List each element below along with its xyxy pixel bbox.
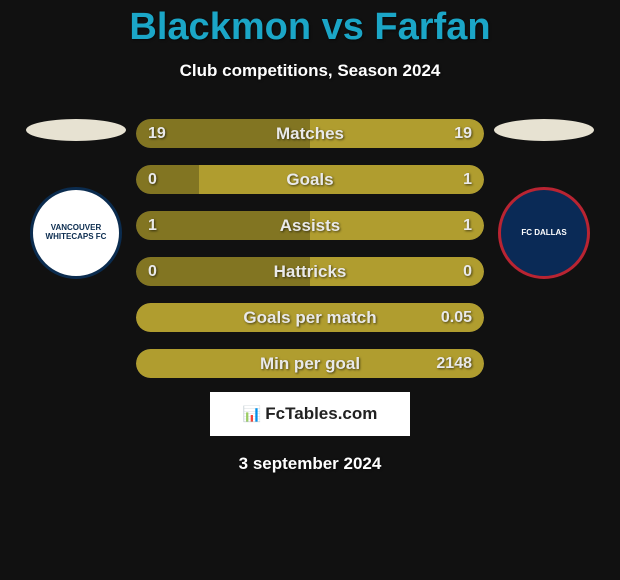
stat-bar: 0 0 Hattricks	[136, 257, 484, 286]
club-badge-left: VANCOUVER WHITECAPS FC	[30, 187, 122, 279]
bar-value-left: 19	[148, 125, 166, 143]
stat-bars: 19 19 Matches 0 1 Goals 1 1 Assists 0 0 Hattricks 0.…	[136, 119, 484, 378]
club-name-right: FC DALLAS	[521, 229, 566, 238]
bar-value-right: 0	[463, 263, 472, 281]
date-stamp: 3 september 2024	[239, 454, 382, 474]
chart-icon: 📊	[243, 405, 262, 423]
right-column: FC DALLAS	[484, 119, 604, 279]
stat-bar: 19 19 Matches	[136, 119, 484, 148]
subtitle: Club competitions, Season 2024	[180, 61, 441, 81]
page-title: Blackmon vs Farfan	[129, 6, 490, 49]
bar-value-right: 1	[463, 171, 472, 189]
bar-fill-right	[199, 165, 484, 194]
bar-value-left: 0	[148, 171, 157, 189]
bar-value-right: 2148	[436, 355, 472, 373]
bar-value-right: 1	[463, 217, 472, 235]
stat-bar: 0.05 Goals per match	[136, 303, 484, 332]
bar-fill-left	[136, 165, 199, 194]
bar-label: Goals per match	[243, 308, 376, 328]
bar-value-left: 0	[148, 263, 157, 281]
player-ellipse-right	[494, 119, 594, 141]
attribution-badge: 📊 FcTables.com	[210, 392, 410, 436]
bar-label: Matches	[276, 124, 344, 144]
club-name-left: VANCOUVER WHITECAPS FC	[39, 224, 113, 242]
bar-value-right: 19	[454, 125, 472, 143]
club-badge-right: FC DALLAS	[498, 187, 590, 279]
stat-bar: 1 1 Assists	[136, 211, 484, 240]
bar-label: Min per goal	[260, 354, 360, 374]
bar-value-right: 0.05	[441, 309, 472, 327]
stats-area: VANCOUVER WHITECAPS FC 19 19 Matches 0 1 Goal…	[0, 119, 620, 378]
stat-bar: 0 1 Goals	[136, 165, 484, 194]
attribution-text: FcTables.com	[265, 404, 377, 424]
stat-bar: 2148 Min per goal	[136, 349, 484, 378]
bar-label: Hattricks	[274, 262, 347, 282]
bar-value-left: 1	[148, 217, 157, 235]
left-column: VANCOUVER WHITECAPS FC	[16, 119, 136, 279]
comparison-infographic: Blackmon vs Farfan Club competitions, Se…	[0, 0, 620, 580]
player-ellipse-left	[26, 119, 126, 141]
bar-label: Assists	[280, 216, 340, 236]
bar-label: Goals	[286, 170, 333, 190]
